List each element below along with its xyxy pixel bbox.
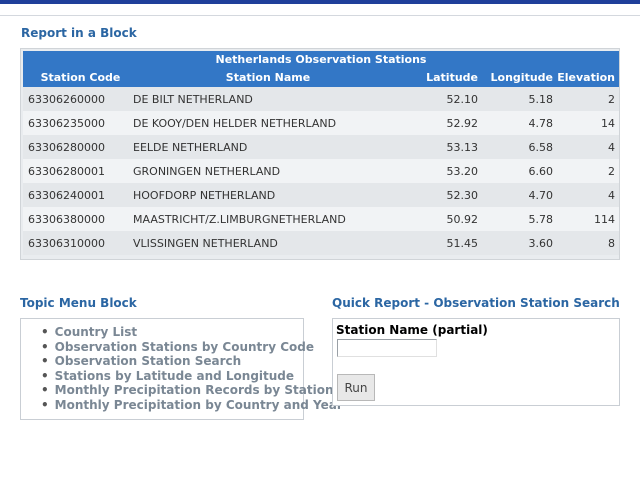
quick-report-title: Quick Report - Observation Station Searc… (332, 296, 620, 310)
col-station-name: Station Name (133, 69, 403, 87)
cell-elevation: 8 (553, 231, 619, 255)
station-name-label: Station Name (partial) (336, 323, 488, 337)
cell-station-name: MAASTRICHT/Z.LIMBURGNETHERLAND (133, 207, 403, 231)
stations-table: Netherlands Observation Stations Station… (23, 51, 619, 255)
cell-station-name: HOOFDORP NETHERLAND (133, 183, 403, 207)
cell-elevation: 114 (553, 207, 619, 231)
cell-station-code: 63306280000 (23, 135, 133, 159)
header-divider (0, 15, 640, 16)
cell-latitude: 53.13 (403, 135, 478, 159)
cell-elevation: 2 (553, 87, 619, 111)
col-longitude: Longitude (478, 69, 553, 87)
top-bar (0, 0, 640, 4)
run-button[interactable]: Run (337, 374, 375, 401)
cell-station-code: 63306380000 (23, 207, 133, 231)
cell-longitude: 4.78 (478, 111, 553, 135)
topic-link-stations-by-lat-long[interactable]: Stations by Latitude and Longitude (41, 369, 343, 384)
col-elevation: Elevation (553, 69, 619, 87)
cell-latitude: 53.20 (403, 159, 478, 183)
cell-elevation: 2 (553, 159, 619, 183)
topic-link-country-list[interactable]: Country List (41, 325, 343, 340)
cell-station-code: 63306280001 (23, 159, 133, 183)
table-header-row: Station Code Station Name Latitude Longi… (23, 69, 619, 87)
report-block-title: Report in a Block (21, 26, 137, 40)
table-caption: Netherlands Observation Stations (23, 51, 619, 69)
cell-latitude: 50.92 (403, 207, 478, 231)
cell-longitude: 5.78 (478, 207, 553, 231)
cell-station-name: GRONINGEN NETHERLAND (133, 159, 403, 183)
cell-longitude: 4.70 (478, 183, 553, 207)
topic-link-station-search[interactable]: Observation Station Search (41, 354, 343, 369)
cell-latitude: 52.92 (403, 111, 478, 135)
quick-report-block: Station Name (partial) Run (332, 318, 620, 406)
topic-menu-block: Country List Observation Stations by Cou… (20, 318, 343, 420)
cell-station-code: 63306260000 (23, 87, 133, 111)
table-row: 63306310000 VLISSINGEN NETHERLAND 51.45 … (23, 231, 619, 255)
cell-longitude: 5.18 (478, 87, 553, 111)
table-row: 63306260000 DE BILT NETHERLAND 52.10 5.1… (23, 87, 619, 111)
cell-longitude: 6.60 (478, 159, 553, 183)
cell-latitude: 51.45 (403, 231, 478, 255)
table-row: 63306380000 MAASTRICHT/Z.LIMBURGNETHERLA… (23, 207, 619, 231)
cell-latitude: 52.30 (403, 183, 478, 207)
cell-station-code: 63306240001 (23, 183, 133, 207)
cell-elevation: 4 (553, 183, 619, 207)
cell-station-name: EELDE NETHERLAND (133, 135, 403, 159)
table-row: 63306280000 EELDE NETHERLAND 53.13 6.58 … (23, 135, 619, 159)
cell-station-name: DE BILT NETHERLAND (133, 87, 403, 111)
cell-longitude: 3.60 (478, 231, 553, 255)
station-name-input[interactable] (337, 339, 437, 357)
col-latitude: Latitude (403, 69, 478, 87)
table-row: 63306240001 HOOFDORP NETHERLAND 52.30 4.… (23, 183, 619, 207)
topic-link-monthly-precip-by-station[interactable]: Monthly Precipitation Records by Station (41, 383, 343, 398)
cell-latitude: 52.10 (403, 87, 478, 111)
topic-link-stations-by-country-code[interactable]: Observation Stations by Country Code (41, 340, 343, 355)
topic-menu-title: Topic Menu Block (20, 296, 137, 310)
cell-longitude: 6.58 (478, 135, 553, 159)
col-station-code: Station Code (23, 69, 133, 87)
report-block: Netherlands Observation Stations Station… (20, 48, 620, 260)
cell-elevation: 4 (553, 135, 619, 159)
cell-station-name: VLISSINGEN NETHERLAND (133, 231, 403, 255)
cell-station-name: DE KOOY/DEN HELDER NETHERLAND (133, 111, 403, 135)
topic-link-monthly-precip-by-country-year[interactable]: Monthly Precipitation by Country and Yea… (41, 398, 343, 413)
topic-menu-list: Country List Observation Stations by Cou… (41, 325, 343, 413)
table-row: 63306280001 GRONINGEN NETHERLAND 53.20 6… (23, 159, 619, 183)
table-row: 63306235000 DE KOOY/DEN HELDER NETHERLAN… (23, 111, 619, 135)
cell-station-code: 63306310000 (23, 231, 133, 255)
cell-station-code: 63306235000 (23, 111, 133, 135)
cell-elevation: 14 (553, 111, 619, 135)
